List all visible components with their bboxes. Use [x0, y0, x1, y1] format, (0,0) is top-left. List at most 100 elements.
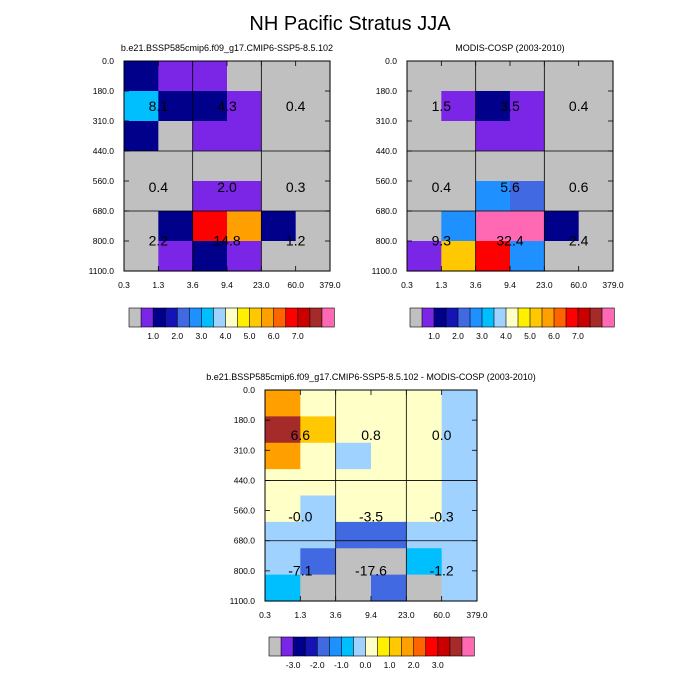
x-tick-label: 9.4: [221, 280, 233, 290]
heatmap-cell: [335, 442, 372, 470]
heatmap-cell: [578, 61, 614, 92]
heatmap-cell: [158, 151, 194, 182]
y-tick-label: 180.0: [234, 415, 256, 425]
colorbar-label: -3.0: [286, 660, 301, 670]
colorbar-swatch: [249, 307, 263, 328]
heatmap-cell: [227, 241, 262, 272]
heatmap-cell: [192, 211, 228, 242]
heatmap-cell: [124, 91, 159, 122]
cell-value-label: 1.5: [432, 98, 452, 114]
heatmap-cell: [295, 91, 331, 122]
heatmap-cell: [510, 151, 545, 182]
heatmap-cell: [407, 241, 442, 272]
heatmap-cell: [300, 390, 337, 417]
heatmap-cell: [406, 442, 443, 470]
heatmap-cell: [192, 91, 228, 122]
heatmap-cell: [295, 151, 331, 182]
colorbar-swatch: [401, 636, 415, 657]
heatmap-cell: [158, 211, 194, 242]
heatmap-cell: [335, 390, 372, 417]
heatmap-cell: [158, 241, 194, 272]
colorbar-swatch: [237, 307, 251, 328]
heatmap-cell: [371, 574, 407, 602]
colorbar-label: 2.0: [408, 660, 420, 670]
heatmap-cell: [227, 211, 262, 242]
heatmap-cell: [335, 548, 372, 576]
heatmap-cell: [441, 151, 477, 182]
heatmap-cell: [227, 181, 262, 212]
heatmap-cell: [335, 574, 372, 602]
heatmap-cell: [441, 495, 478, 523]
cell-value-label: 6.6: [291, 427, 311, 443]
heatmap-cell: [124, 211, 159, 242]
heatmap-cell: [441, 442, 478, 470]
heatmap-cell: [544, 91, 580, 122]
heatmap-cell: [300, 548, 337, 576]
colorbar-label: -2.0: [310, 660, 325, 670]
heatmap-cell: [295, 121, 331, 152]
colorbar-swatch: [140, 307, 154, 328]
colorbar-swatch: [577, 307, 591, 328]
heatmap-cell: [371, 416, 407, 444]
heatmap-cell: [300, 495, 337, 523]
colorbar-swatch: [589, 307, 603, 328]
heatmap-cell: [335, 521, 372, 549]
colorbar-label: 3.0: [195, 331, 207, 341]
heatmap-cell: [475, 61, 511, 92]
heatmap-cell: [441, 548, 478, 576]
colorbar-swatch: [409, 307, 423, 328]
heatmap-cell: [475, 241, 511, 272]
x-tick-label: 3.6: [470, 280, 482, 290]
heatmap-cell: [475, 121, 511, 152]
heatmap-cell: [265, 548, 301, 576]
heatmap-cell: [578, 121, 614, 152]
y-tick-label: 0.0: [243, 385, 255, 395]
colorbar-swatch: [128, 307, 142, 328]
colorbar-swatch: [505, 307, 519, 328]
y-tick-label: 180.0: [376, 86, 398, 96]
heatmap-cell: [227, 91, 262, 122]
heatmap-cell: [544, 241, 580, 272]
heatmap-cell: [406, 574, 443, 602]
x-tick-label: 23.0: [253, 280, 270, 290]
heatmap-cell: [261, 91, 297, 122]
heatmap-cell: [124, 151, 159, 182]
heatmap-cell: [544, 151, 580, 182]
heatmap-cell: [295, 61, 331, 92]
heatmap-cell: [510, 211, 545, 242]
colorbar-label: -1.0: [334, 660, 349, 670]
colorbar-swatch: [316, 636, 330, 657]
heatmap-cell: [261, 241, 297, 272]
heatmap-cell: [265, 469, 301, 497]
cell-value-label: 2.0: [217, 179, 237, 195]
colorbar-swatch: [164, 307, 178, 328]
y-tick-label: 1100.0: [372, 266, 398, 276]
x-tick-label: 3.6: [187, 280, 199, 290]
heatmap-cell: [300, 442, 337, 470]
colorbar-swatch: [529, 307, 543, 328]
x-tick-label: 379.0: [319, 280, 341, 290]
heatmap-cell: [158, 91, 194, 122]
colorbar-swatch: [273, 307, 287, 328]
heatmap-cell: [441, 61, 477, 92]
colorbar-swatch: [493, 307, 507, 328]
heatmap-cell: [578, 181, 614, 212]
colorbar-label: 4.0: [500, 331, 512, 341]
panel-title: b.e21.BSSP585cmip6.f09_g17.CMIP6-SSP5-8.…: [121, 43, 333, 53]
colorbar-swatch: [553, 307, 567, 328]
colorbar-swatch: [433, 307, 447, 328]
cell-value-label: 4.3: [217, 98, 237, 114]
cell-value-label: 0.0: [432, 427, 452, 443]
y-tick-label: 440.0: [93, 146, 115, 156]
cell-value-label: -17.6: [355, 563, 387, 579]
colorbar-label: 4.0: [220, 331, 232, 341]
x-tick-label: 9.4: [365, 610, 377, 620]
heatmap-cell: [441, 416, 478, 444]
heatmap-cell: [406, 495, 443, 523]
y-tick-label: 440.0: [234, 475, 256, 485]
heatmap-cell: [371, 521, 407, 549]
cell-value-label: 0.6: [569, 179, 589, 195]
y-tick-label: 310.0: [93, 116, 115, 126]
colorbar-label: 3.0: [432, 660, 444, 670]
